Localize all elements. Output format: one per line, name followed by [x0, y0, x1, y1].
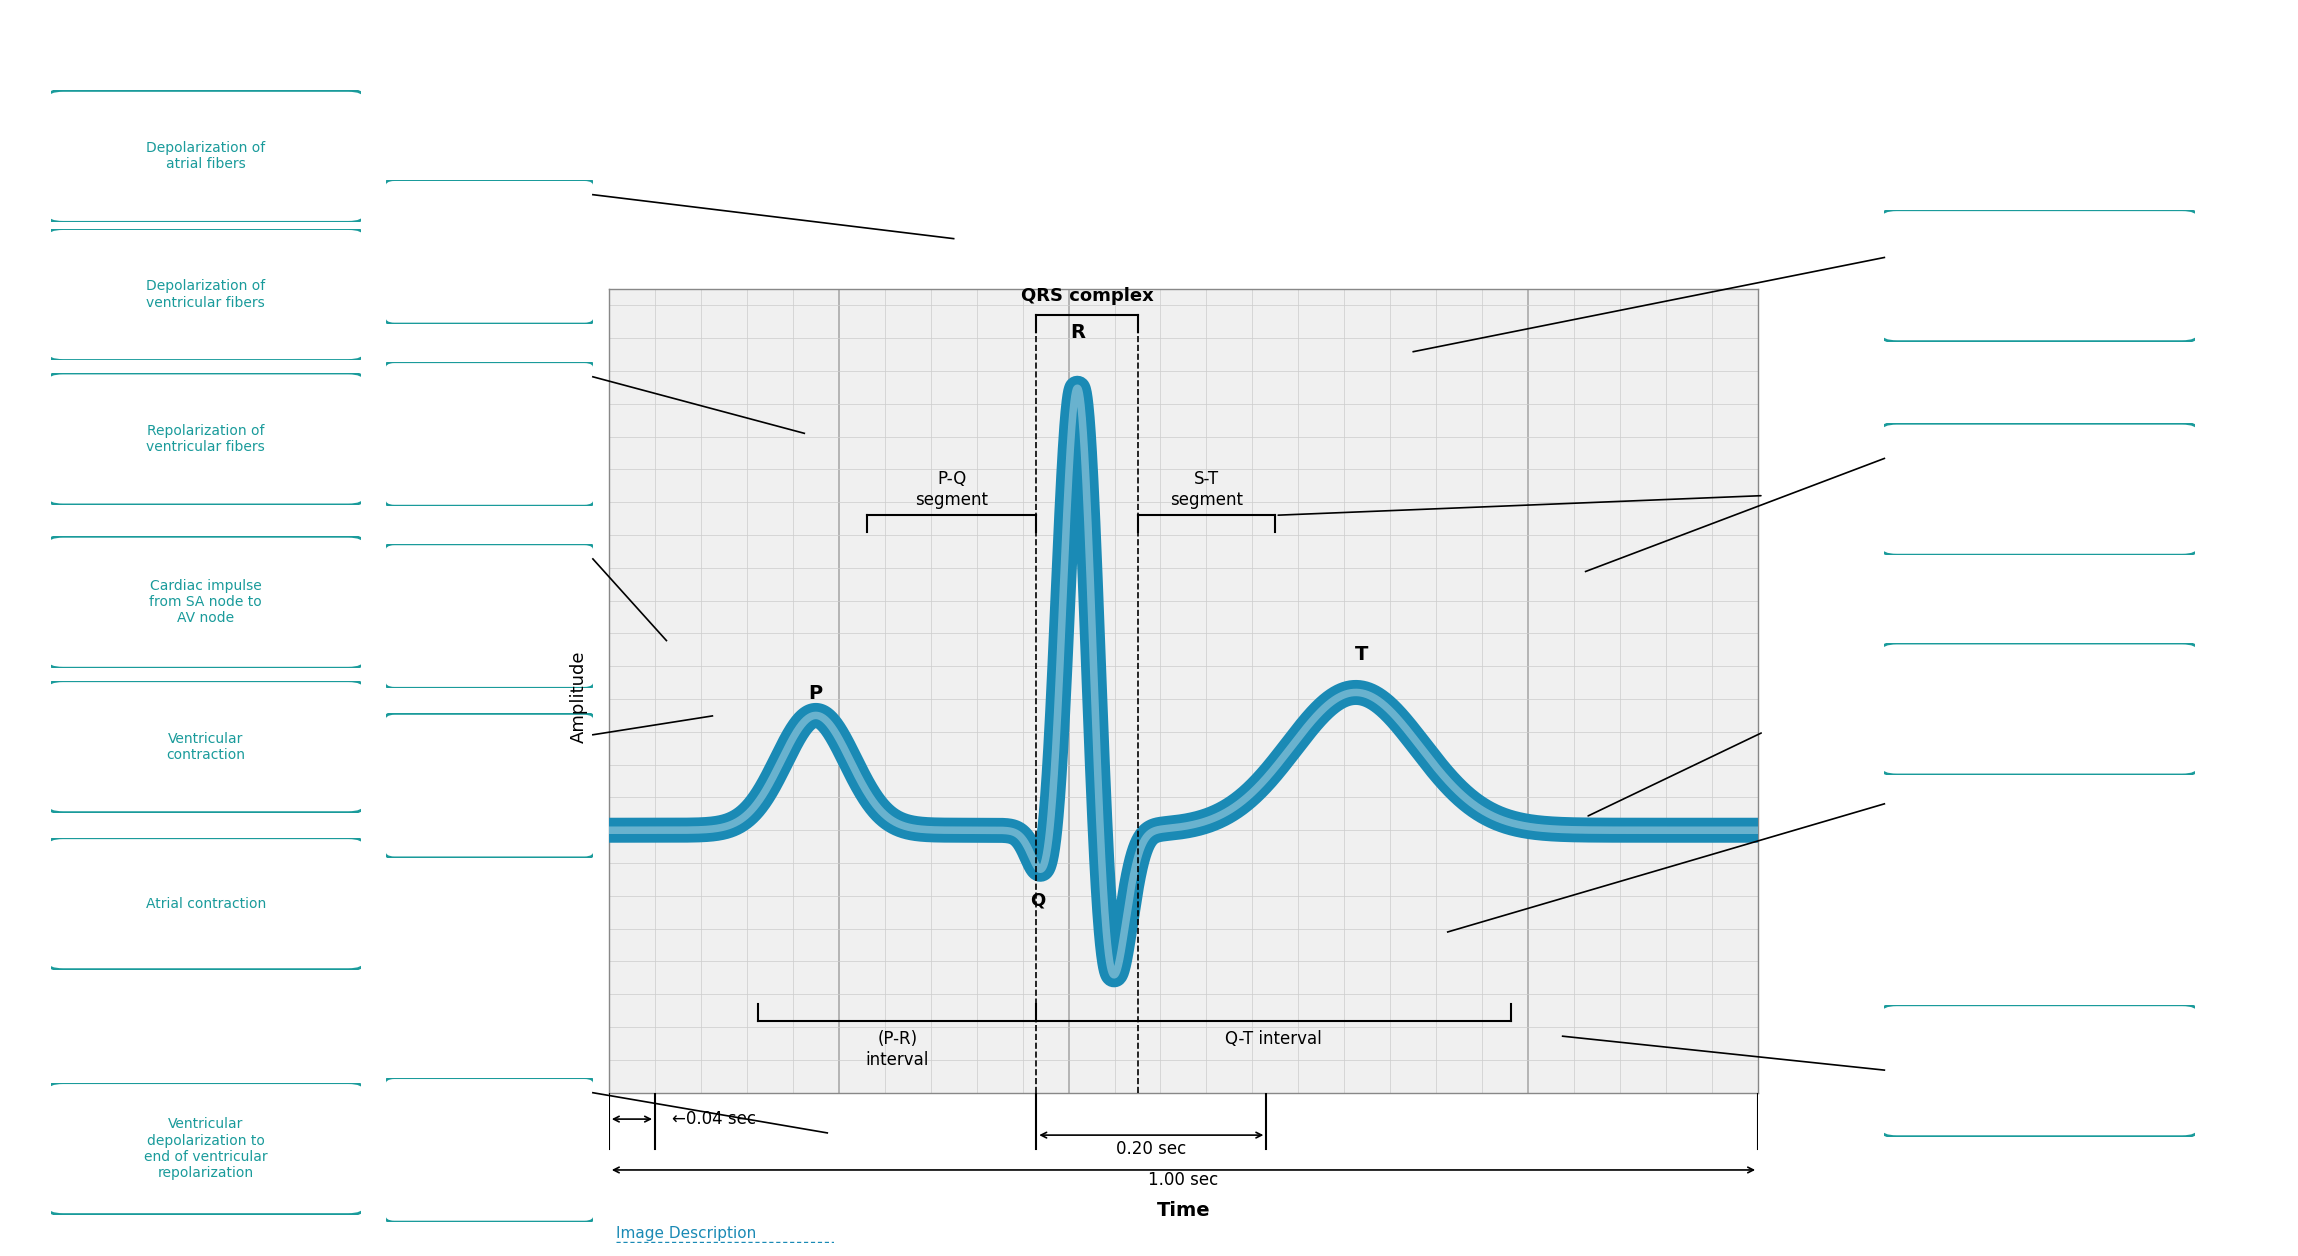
FancyBboxPatch shape	[1882, 643, 2197, 775]
Text: Atrial contraction: Atrial contraction	[145, 897, 267, 911]
Text: Q: Q	[1030, 892, 1046, 909]
Text: Depolarization of
ventricular fibers: Depolarization of ventricular fibers	[147, 279, 264, 310]
FancyBboxPatch shape	[384, 180, 595, 324]
FancyBboxPatch shape	[48, 536, 363, 668]
FancyBboxPatch shape	[1882, 210, 2197, 342]
FancyBboxPatch shape	[48, 90, 363, 222]
FancyBboxPatch shape	[48, 373, 363, 505]
Text: Q-T interval: Q-T interval	[1225, 1030, 1321, 1049]
Text: P: P	[809, 685, 823, 703]
Text: P-Q
segment: P-Q segment	[915, 470, 988, 509]
FancyBboxPatch shape	[1882, 423, 2197, 555]
Text: Time: Time	[1156, 1201, 1211, 1220]
Text: S: S	[1124, 908, 1135, 926]
FancyBboxPatch shape	[384, 713, 595, 858]
Text: Depolarization of
atrial fibers: Depolarization of atrial fibers	[147, 141, 264, 172]
Text: Ventricular
contraction: Ventricular contraction	[165, 731, 246, 762]
Text: ←0.04 sec: ←0.04 sec	[673, 1110, 756, 1128]
Text: R: R	[1071, 323, 1085, 342]
FancyBboxPatch shape	[48, 229, 363, 360]
FancyBboxPatch shape	[384, 362, 595, 506]
FancyBboxPatch shape	[1882, 1005, 2197, 1137]
Text: Amplitude: Amplitude	[570, 651, 588, 744]
Text: T: T	[1356, 644, 1367, 663]
Text: S-T
segment: S-T segment	[1170, 470, 1243, 509]
Text: 0.20 sec: 0.20 sec	[1117, 1140, 1186, 1158]
Text: Repolarization of
ventricular fibers: Repolarization of ventricular fibers	[147, 423, 264, 455]
Text: Cardiac impulse
from SA node to
AV node: Cardiac impulse from SA node to AV node	[149, 579, 262, 625]
FancyBboxPatch shape	[48, 838, 363, 970]
FancyBboxPatch shape	[48, 681, 363, 813]
Text: Ventricular
depolarization to
end of ventricular
repolarization: Ventricular depolarization to end of ven…	[145, 1118, 267, 1179]
Text: 1.00 sec: 1.00 sec	[1149, 1171, 1218, 1189]
Text: (P-R)
interval: (P-R) interval	[866, 1030, 928, 1069]
FancyBboxPatch shape	[48, 1083, 363, 1215]
FancyBboxPatch shape	[384, 1078, 595, 1222]
FancyBboxPatch shape	[384, 544, 595, 688]
Text: QRS complex: QRS complex	[1020, 288, 1154, 305]
Text: Image Description: Image Description	[616, 1226, 756, 1241]
